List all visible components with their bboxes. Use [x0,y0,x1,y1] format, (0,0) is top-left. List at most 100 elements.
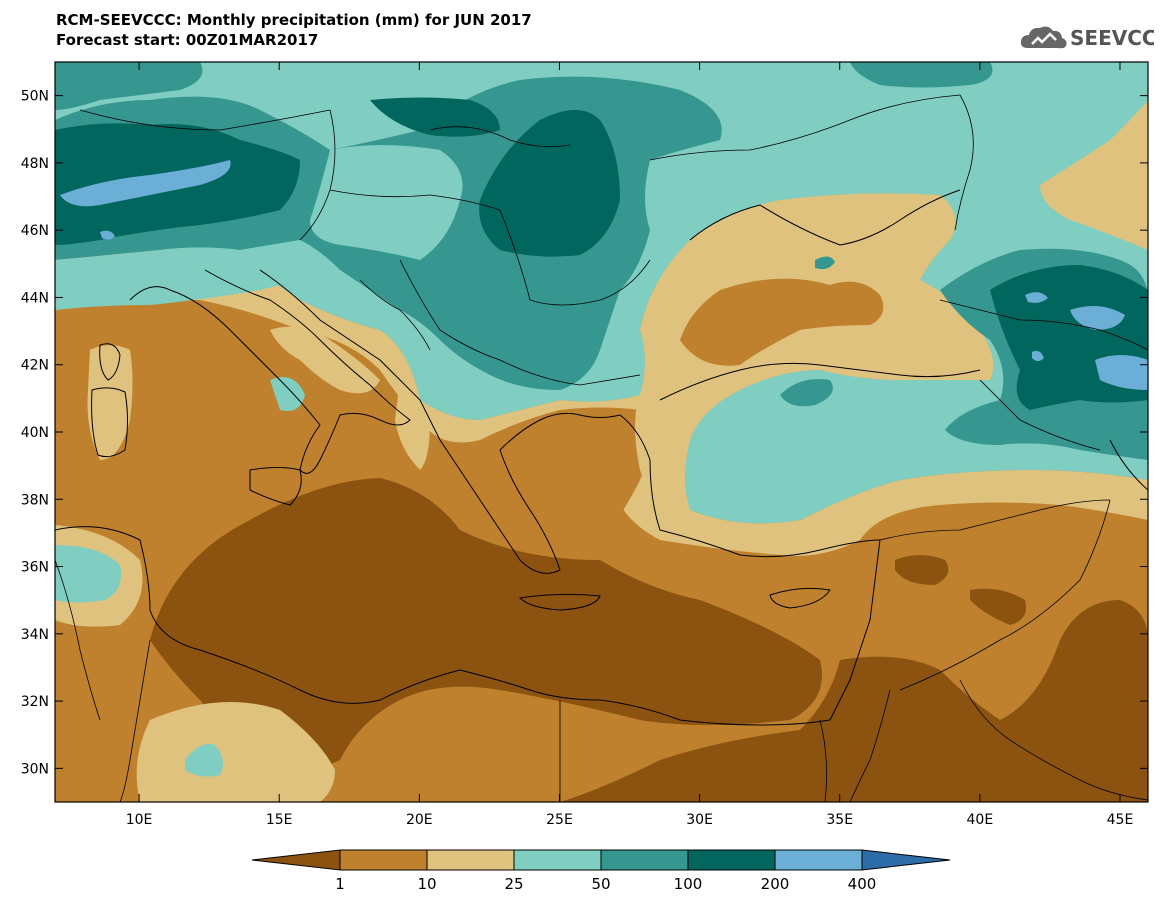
lat-tick-label: 48N [21,156,49,172]
greece-coastline [439,412,621,574]
colorbar-level-label: 200 [761,875,790,893]
lat-tick-label: 50N [21,89,49,105]
colorbar-bin [687,849,776,871]
borders [55,94,1148,802]
border-4 [429,126,571,148]
colorbar-bin [339,849,428,871]
lat-tick-label: 40N [21,425,49,441]
border-5 [499,209,651,306]
colorbar-bin [774,849,863,871]
field-50-100-alps-sw [55,62,203,110]
corsica-coastline [99,343,121,381]
field-25-50-libya-spot [185,744,224,777]
colorbar-above-max [861,849,951,871]
border-14 [959,679,1148,801]
field-25-50-italy-north [55,240,340,310]
border-12 [879,499,1111,541]
cyprus-coastline [769,587,831,609]
seevccc-logo: SEEVCCC [1020,26,1154,50]
lon-tick-label: 30E [686,812,713,828]
field-10-25-blacksea-band [635,193,994,511]
border-13 [899,499,1111,691]
colorbar-level-label: 10 [417,875,436,893]
field-100-200-carpathians [479,110,620,257]
north-africa-coastline [55,526,831,726]
adriatic-east-coastline [259,269,441,441]
crete-coastline [518,593,601,611]
lon-tick-label: 15E [266,812,293,828]
lon-tick-label: 20E [406,812,433,828]
logo-text: SEEVCCC [1070,26,1154,50]
border-8 [649,94,961,161]
field-25-50-hungary [310,145,463,260]
colorbar-level-label: 25 [504,875,523,893]
caspian-coastline [1109,439,1148,491]
border-19 [55,559,101,721]
field-10-25-northeast-top [1040,100,1148,250]
precipitation-field [55,62,1148,802]
border-3 [329,189,501,211]
colorbar-below-min [251,849,341,871]
latitude-ticks: 30N 32N 34N 36N 38N 40N 42N 44N 46N 48N 50N [21,89,1148,777]
italy-coastline [129,269,411,474]
cloud-icon [1020,26,1067,49]
colorbar-level-label: 50 [591,875,610,893]
lat-tick-label: 36N [21,560,49,576]
field-1-10-blacksea-core [680,278,884,366]
field-200-400-caucasus-1 [1070,306,1125,330]
border-11 [979,379,1101,451]
black-sea-north-coastline [689,189,961,246]
map-title: RCM-SEEVCCC: Monthly precipitation (mm) … [56,11,532,29]
title-block: RCM-SEEVCCC: Monthly precipitation (mm) … [56,10,532,50]
border-15 [849,689,891,802]
sardinia-coastline [91,387,128,458]
lat-tick-label: 38N [21,492,49,508]
border-9 [954,94,974,231]
border-10 [939,299,1148,351]
field-10-25-italy [270,326,380,394]
field-50-100-ukraine-north [850,62,993,88]
field-25-50-tunisia-pocket [55,545,121,603]
lat-tick-label: 34N [21,627,49,643]
field-200-400-caucasus-3 [1025,292,1048,303]
field-10-25-libya [136,702,335,802]
colorbar-level-label: 100 [674,875,703,893]
lon-tick-label: 25E [546,812,573,828]
colorbar: 1 10 25 50 100 200 400 [251,849,951,893]
border-1 [79,109,331,131]
field-dry-iraq [970,588,1026,625]
lat-tick-label: 32N [21,694,49,710]
colorbar-bin [426,849,515,871]
field-200-400-alps-2 [100,230,115,240]
field-10-25-sardinia [87,345,133,460]
turkey-coastline [619,414,881,558]
lon-tick-label: 45E [1107,812,1134,828]
colorbar-bin [600,849,689,871]
colorbar-level-label: 1 [335,875,345,893]
sicily-coastline [249,467,302,506]
lat-tick-label: 30N [21,761,49,777]
field-dry-syria [895,555,949,585]
lat-tick-label: 44N [21,290,49,306]
lat-tick-label: 42N [21,358,49,374]
field-50-100-black-sea-spot [780,379,833,407]
field-200-400-caucasus-4 [1032,350,1044,361]
field-dry-southeast [560,600,1148,802]
field-200-400-alps-1 [60,160,231,207]
levant-coastline [829,539,881,721]
coastlines [55,189,1148,726]
colorbar-bin [513,849,602,871]
turkey-north-coastline [659,362,981,401]
border-7 [359,279,431,351]
colorbar-level-label: 400 [848,875,877,893]
lat-tick-label: 46N [21,223,49,239]
field-200-400-caucasus-2 [1095,355,1148,390]
forecast-start-label: Forecast start: 00Z01MAR2017 [56,31,319,49]
field-25-50-italy-spot [270,377,305,411]
field-50-100-black-sea-east [815,256,835,270]
border-6 [399,259,641,386]
border-16 [819,719,828,802]
lon-tick-label: 10E [126,812,153,828]
lon-tick-label: 35E [826,812,853,828]
